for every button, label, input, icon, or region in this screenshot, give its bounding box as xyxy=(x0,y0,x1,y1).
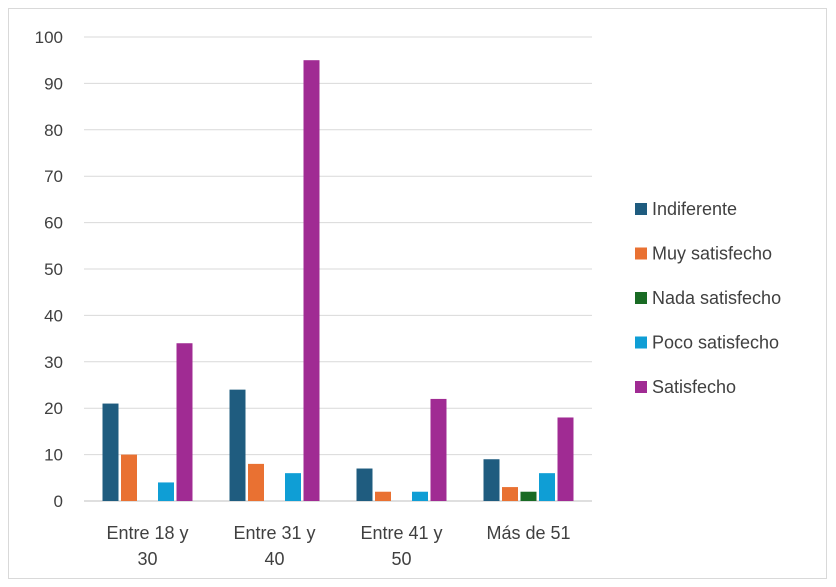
chart-frame xyxy=(8,8,827,579)
y-tick-label: 50 xyxy=(44,260,63,279)
x-tick-label: Entre 31 y xyxy=(233,523,315,543)
bars xyxy=(102,60,574,501)
bar-muy-satisfecho xyxy=(502,487,518,501)
x-tick-label: 40 xyxy=(264,549,284,569)
y-tick-label: 80 xyxy=(44,121,63,140)
legend: Indiferente Muy satisfecho Nada satisfecho… xyxy=(635,199,781,397)
y-axis-tick-labels: 0 10 20 30 40 50 60 70 80 90 100 xyxy=(35,28,63,511)
y-tick-label: 70 xyxy=(44,167,63,186)
y-tick-label: 30 xyxy=(44,353,63,372)
legend-swatch xyxy=(635,247,647,260)
y-tick-label: 20 xyxy=(44,399,63,418)
bar-muy-satisfecho xyxy=(248,463,264,501)
x-axis-tick-labels: Entre 18 y 30 Entre 31 y 40 Entre 41 y 50 Más … xyxy=(106,523,570,569)
y-tick-label: 100 xyxy=(35,28,63,47)
bar-poco-satisfecho xyxy=(158,482,174,501)
legend-label: Satisfecho xyxy=(652,377,736,397)
legend-label: Nada satisfecho xyxy=(652,288,781,308)
x-tick-label: Entre 41 y xyxy=(360,523,442,543)
bar-satisfecho xyxy=(557,417,574,501)
gridlines xyxy=(84,36,592,502)
bar-indiferente xyxy=(356,468,373,501)
bar-indiferente xyxy=(483,459,500,501)
bar-nada-satisfecho xyxy=(520,491,537,501)
bar-muy-satisfecho xyxy=(121,454,137,501)
bar-muy-satisfecho xyxy=(375,491,391,501)
x-tick-label: 50 xyxy=(391,549,411,569)
bar-poco-satisfecho xyxy=(539,473,555,501)
legend-swatch xyxy=(635,203,647,215)
y-tick-label: 0 xyxy=(54,492,63,511)
y-tick-label: 10 xyxy=(44,446,63,465)
legend-swatch xyxy=(635,336,647,349)
legend-label: Muy satisfecho xyxy=(652,244,772,264)
bar-satisfecho xyxy=(430,398,447,501)
bar-satisfecho xyxy=(176,343,193,501)
legend-swatch xyxy=(635,292,647,304)
legend-label: Poco satisfecho xyxy=(652,333,779,353)
x-tick-label: 30 xyxy=(137,549,157,569)
bar-indiferente xyxy=(229,389,246,501)
bar-indiferente xyxy=(102,403,119,501)
bar-poco-satisfecho xyxy=(285,473,301,501)
legend-swatch xyxy=(635,381,647,393)
y-tick-label: 90 xyxy=(44,74,63,93)
x-tick-label: Más de 51 xyxy=(486,523,570,543)
bar-satisfecho xyxy=(303,60,320,501)
bar-poco-satisfecho xyxy=(412,491,428,501)
y-tick-label: 40 xyxy=(44,306,63,325)
y-tick-label: 60 xyxy=(44,214,63,233)
x-tick-label: Entre 18 y xyxy=(106,523,188,543)
legend-label: Indiferente xyxy=(652,199,737,219)
